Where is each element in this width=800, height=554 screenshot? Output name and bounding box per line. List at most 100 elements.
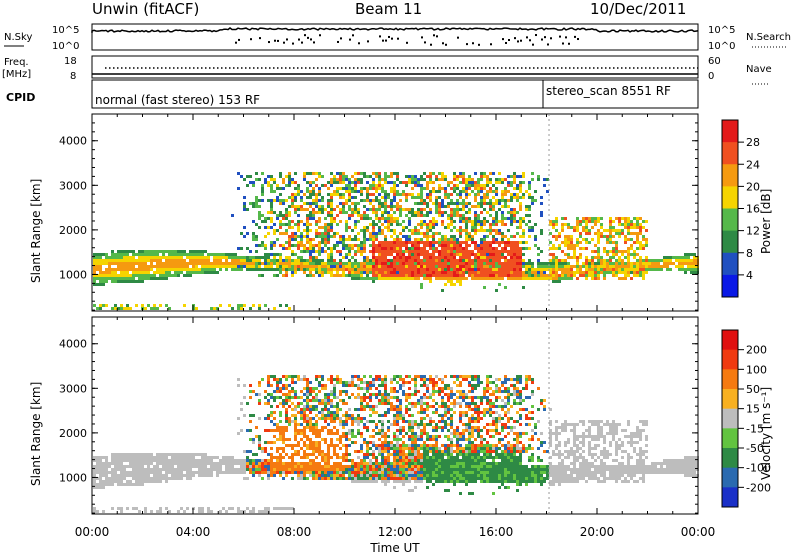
heatmap-cell bbox=[387, 277, 390, 280]
heatmap-cell bbox=[384, 268, 387, 271]
heatmap-cell bbox=[642, 247, 645, 250]
heatmap-cell bbox=[378, 229, 381, 232]
heatmap-cell bbox=[369, 465, 372, 468]
heatmap-cell bbox=[174, 274, 177, 277]
heatmap-cell bbox=[426, 175, 429, 178]
heatmap-cell bbox=[243, 265, 246, 268]
nsearch-dot bbox=[397, 37, 399, 40]
heatmap-cell bbox=[237, 247, 240, 250]
heatmap-cell bbox=[561, 241, 564, 244]
heatmap-cell bbox=[192, 474, 195, 477]
heatmap-cell bbox=[498, 253, 501, 256]
heatmap-cell bbox=[261, 450, 264, 453]
heatmap-cell bbox=[627, 217, 630, 220]
heatmap-cell bbox=[678, 265, 681, 268]
heatmap-cell bbox=[252, 268, 255, 271]
heatmap-cell bbox=[645, 244, 648, 247]
cpid-segment-1: normal (fast stereo) 153 RF bbox=[95, 93, 260, 107]
heatmap-cell bbox=[321, 241, 324, 244]
heatmap-cell bbox=[429, 253, 432, 256]
heatmap-cell bbox=[171, 453, 174, 456]
heatmap-cell bbox=[282, 393, 285, 396]
heatmap-cell bbox=[390, 172, 393, 175]
heatmap-cell bbox=[249, 384, 252, 387]
heatmap-cell bbox=[330, 220, 333, 223]
nsearch-dot bbox=[433, 34, 435, 37]
heatmap-cell bbox=[225, 465, 228, 468]
heatmap-cell bbox=[363, 381, 366, 384]
heatmap-cell bbox=[363, 172, 366, 175]
heatmap-cell bbox=[462, 181, 465, 184]
heatmap-cell bbox=[615, 253, 618, 256]
heatmap-cell bbox=[444, 277, 447, 280]
heatmap-cell bbox=[297, 474, 300, 477]
heatmap-cell bbox=[432, 232, 435, 235]
heatmap-cell bbox=[447, 226, 450, 229]
heatmap-cell bbox=[285, 247, 288, 250]
heatmap-cell bbox=[441, 172, 444, 175]
heatmap-cell bbox=[348, 381, 351, 384]
heatmap-cell bbox=[360, 247, 363, 250]
heatmap-cell bbox=[132, 474, 135, 477]
heatmap-cell bbox=[453, 211, 456, 214]
heatmap-cell bbox=[429, 277, 432, 280]
heatmap-cell bbox=[234, 259, 237, 262]
heatmap-cell bbox=[282, 262, 285, 265]
heatmap-cell bbox=[453, 265, 456, 268]
heatmap-cell bbox=[174, 453, 177, 456]
heatmap-cell bbox=[231, 268, 234, 271]
heatmap-cell bbox=[588, 259, 591, 262]
heatmap-cell bbox=[378, 220, 381, 223]
heatmap-cell bbox=[171, 468, 174, 471]
heatmap-cell bbox=[360, 480, 363, 483]
heatmap-cell bbox=[366, 181, 369, 184]
heatmap-cell bbox=[294, 429, 297, 432]
heatmap-cell bbox=[390, 247, 393, 250]
heatmap-cell bbox=[273, 396, 276, 399]
heatmap-cell bbox=[306, 181, 309, 184]
heatmap-cell bbox=[108, 471, 111, 474]
heatmap-cell bbox=[456, 253, 459, 256]
heatmap-cell bbox=[693, 262, 696, 265]
heatmap-cell bbox=[351, 384, 354, 387]
heatmap-cell bbox=[318, 381, 321, 384]
heatmap-cell bbox=[576, 238, 579, 241]
heatmap-cell bbox=[501, 262, 504, 265]
heatmap-cell bbox=[585, 232, 588, 235]
heatmap-cell bbox=[333, 175, 336, 178]
heatmap-cell bbox=[504, 271, 507, 274]
heatmap-cell bbox=[153, 253, 156, 256]
heatmap-cell bbox=[396, 172, 399, 175]
heatmap-cell bbox=[297, 441, 300, 444]
heatmap-cell bbox=[363, 453, 366, 456]
heatmap-cell bbox=[291, 420, 294, 423]
heatmap-cell bbox=[384, 474, 387, 477]
heatmap-cell bbox=[441, 256, 444, 259]
colorbar-tick-label: 20 bbox=[746, 180, 760, 193]
heatmap-cell bbox=[189, 262, 192, 265]
heatmap-cell bbox=[372, 456, 375, 459]
heatmap-cell bbox=[471, 250, 474, 253]
heatmap-cell bbox=[324, 223, 327, 226]
heatmap-cell bbox=[132, 468, 135, 471]
heatmap-cell bbox=[327, 241, 330, 244]
heatmap-cell bbox=[378, 256, 381, 259]
heatmap-cell bbox=[423, 265, 426, 268]
heatmap-cell bbox=[567, 274, 570, 277]
heatmap-cell bbox=[321, 208, 324, 211]
heatmap-cell bbox=[108, 480, 111, 483]
heatmap-cell bbox=[258, 462, 261, 465]
heatmap-cell bbox=[681, 265, 684, 268]
heatmap-cell bbox=[363, 474, 366, 477]
heatmap-cell bbox=[279, 268, 282, 271]
heatmap-cell bbox=[192, 271, 195, 274]
heatmap-cell bbox=[324, 217, 327, 220]
heatmap-cell bbox=[450, 271, 453, 274]
heatmap-cell bbox=[342, 274, 345, 277]
heatmap-cell bbox=[285, 271, 288, 274]
heatmap-cell bbox=[327, 226, 330, 229]
heatmap-cell bbox=[108, 277, 111, 280]
heatmap-cell bbox=[129, 474, 132, 477]
heatmap-cell bbox=[381, 187, 384, 190]
heatmap-cell bbox=[387, 217, 390, 220]
